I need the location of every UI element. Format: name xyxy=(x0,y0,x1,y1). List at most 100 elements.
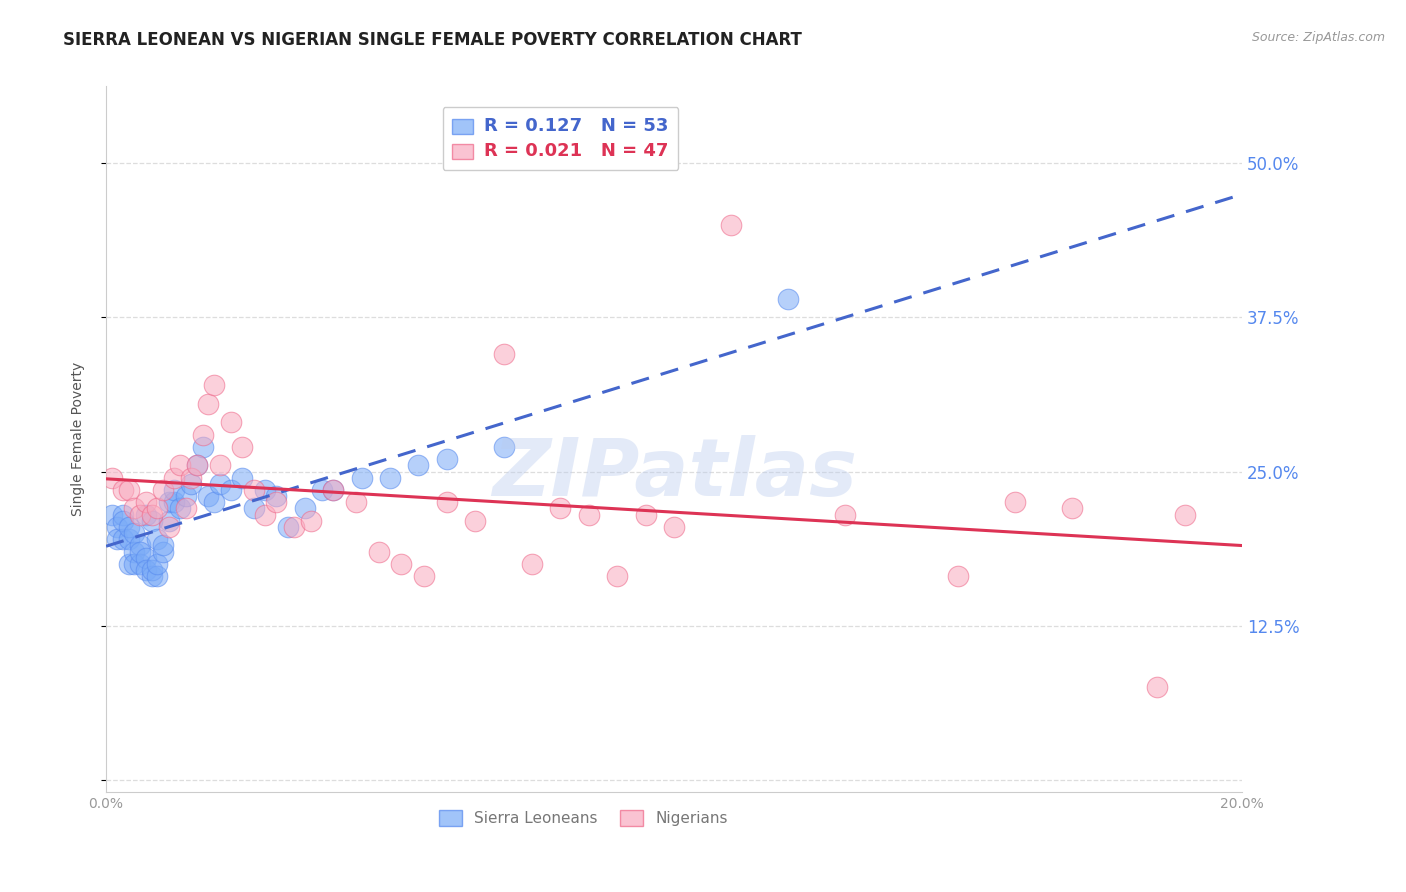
Point xyxy=(578,508,600,522)
Point xyxy=(350,471,373,485)
Point xyxy=(141,514,163,528)
Point xyxy=(186,458,208,473)
Point xyxy=(242,501,264,516)
Point xyxy=(266,495,288,509)
Point xyxy=(946,569,969,583)
Point xyxy=(152,539,174,553)
Point xyxy=(266,489,288,503)
Y-axis label: Single Female Poverty: Single Female Poverty xyxy=(72,362,86,516)
Point xyxy=(391,557,413,571)
Point xyxy=(169,501,191,516)
Point xyxy=(219,483,242,497)
Point xyxy=(124,557,146,571)
Point xyxy=(107,520,129,534)
Point xyxy=(254,508,277,522)
Point xyxy=(322,483,344,497)
Point xyxy=(720,218,742,232)
Point xyxy=(107,533,129,547)
Point xyxy=(231,471,253,485)
Point xyxy=(124,501,146,516)
Point xyxy=(436,495,458,509)
Text: SIERRA LEONEAN VS NIGERIAN SINGLE FEMALE POVERTY CORRELATION CHART: SIERRA LEONEAN VS NIGERIAN SINGLE FEMALE… xyxy=(63,31,803,49)
Point xyxy=(129,544,152,558)
Point xyxy=(186,458,208,473)
Point xyxy=(169,458,191,473)
Point xyxy=(208,458,231,473)
Point xyxy=(254,483,277,497)
Point xyxy=(634,508,657,522)
Point xyxy=(492,440,515,454)
Point xyxy=(299,514,322,528)
Point xyxy=(118,483,141,497)
Legend: Sierra Leoneans, Nigerians: Sierra Leoneans, Nigerians xyxy=(432,803,735,834)
Point xyxy=(208,476,231,491)
Point xyxy=(242,483,264,497)
Point xyxy=(436,452,458,467)
Point xyxy=(124,526,146,541)
Text: ZIPatlas: ZIPatlas xyxy=(492,435,856,514)
Point xyxy=(492,347,515,361)
Point xyxy=(163,483,186,497)
Point xyxy=(118,520,141,534)
Text: Source: ZipAtlas.com: Source: ZipAtlas.com xyxy=(1251,31,1385,45)
Point xyxy=(180,476,202,491)
Point xyxy=(124,544,146,558)
Point xyxy=(135,563,157,577)
Point xyxy=(141,508,163,522)
Point xyxy=(277,520,299,534)
Point xyxy=(174,501,197,516)
Point xyxy=(464,514,486,528)
Point xyxy=(180,471,202,485)
Point xyxy=(283,520,305,534)
Point xyxy=(112,483,135,497)
Point xyxy=(129,557,152,571)
Point xyxy=(1174,508,1197,522)
Point xyxy=(112,533,135,547)
Point xyxy=(174,489,197,503)
Point xyxy=(344,495,367,509)
Point xyxy=(157,495,180,509)
Point xyxy=(219,415,242,429)
Point xyxy=(135,495,157,509)
Point xyxy=(294,501,316,516)
Point xyxy=(378,471,401,485)
Point xyxy=(152,483,174,497)
Point xyxy=(129,539,152,553)
Point xyxy=(202,378,225,392)
Point xyxy=(112,508,135,522)
Point xyxy=(146,533,169,547)
Point xyxy=(550,501,572,516)
Point xyxy=(197,489,219,503)
Point xyxy=(191,440,214,454)
Point xyxy=(776,292,799,306)
Point xyxy=(197,397,219,411)
Point xyxy=(146,501,169,516)
Point xyxy=(141,563,163,577)
Point xyxy=(100,508,122,522)
Point xyxy=(1004,495,1026,509)
Point xyxy=(118,557,141,571)
Point xyxy=(367,544,389,558)
Point xyxy=(163,495,186,509)
Point xyxy=(157,520,180,534)
Point xyxy=(231,440,253,454)
Point xyxy=(112,514,135,528)
Point xyxy=(606,569,628,583)
Point xyxy=(413,569,436,583)
Point xyxy=(202,495,225,509)
Point xyxy=(146,557,169,571)
Point xyxy=(408,458,430,473)
Point xyxy=(191,427,214,442)
Point xyxy=(311,483,333,497)
Point xyxy=(1146,680,1168,694)
Point xyxy=(129,508,152,522)
Point xyxy=(100,471,122,485)
Point xyxy=(157,514,180,528)
Point xyxy=(662,520,685,534)
Point xyxy=(1060,501,1083,516)
Point xyxy=(118,533,141,547)
Point xyxy=(135,508,157,522)
Point xyxy=(141,569,163,583)
Point xyxy=(834,508,856,522)
Point xyxy=(135,550,157,565)
